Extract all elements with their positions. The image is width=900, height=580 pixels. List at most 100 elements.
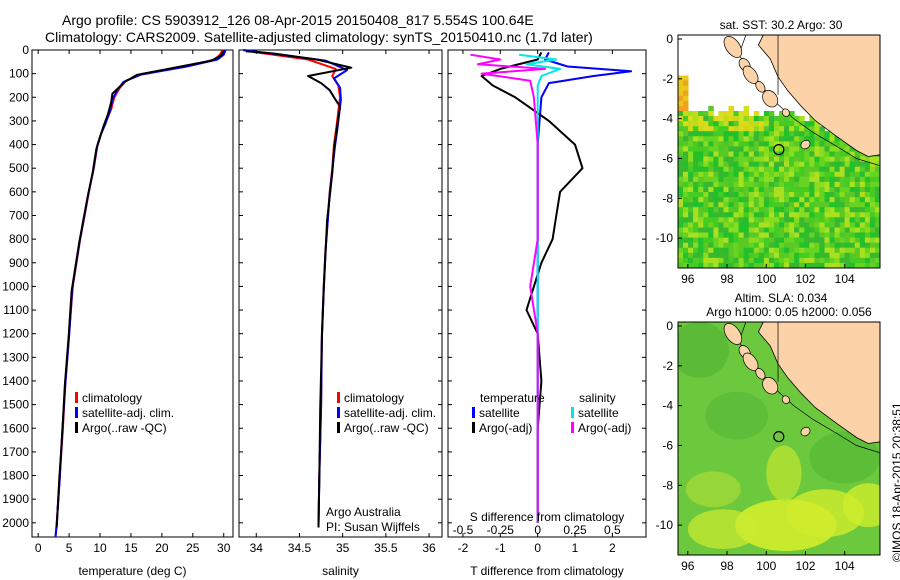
sst-cell: [869, 171, 876, 178]
sst-cell: [779, 136, 785, 142]
sst-cell: [713, 116, 719, 122]
sst-cell: [713, 176, 719, 183]
sst-cell: [859, 237, 866, 244]
sst-cell: [779, 126, 785, 132]
y-tick-label: 1200: [2, 327, 29, 341]
sst-cell: [768, 247, 775, 254]
sst-cell: [708, 217, 714, 223]
x-tick-label-top: 0.25: [563, 523, 587, 537]
island: [755, 368, 766, 380]
sst-cell: [713, 141, 719, 147]
sst-cell: [875, 192, 880, 198]
sst-cell: [768, 116, 775, 122]
x-tick-label-top: -0.5: [453, 523, 474, 537]
sst-cell: [683, 247, 689, 254]
sst-cell: [824, 187, 830, 193]
sst-cell: [728, 252, 734, 259]
legend-item-climatology: climatology: [75, 391, 174, 406]
sst-cell: [758, 202, 765, 208]
sst-cell: [703, 131, 709, 137]
sst-cell: [763, 116, 770, 122]
sst-cell: [824, 262, 830, 268]
sst-cell: [733, 146, 739, 152]
sst-cell: [849, 151, 856, 157]
sst-cell: [794, 247, 800, 254]
sst-cell: [688, 131, 694, 137]
sst-cell: [758, 247, 765, 254]
sst-cell: [789, 121, 795, 127]
sst-cell: [875, 156, 880, 163]
sst-cell: [869, 217, 876, 223]
sst-cell: [738, 202, 745, 208]
sst-cell: [708, 171, 714, 178]
sst-cell: [834, 161, 840, 168]
sst-cell: [743, 257, 750, 264]
sst-cell: [703, 156, 709, 163]
sst-cell: [763, 202, 770, 208]
sst-cell: [763, 131, 770, 137]
sst-cell: [713, 202, 719, 208]
sst-cell: [748, 207, 755, 213]
sst-cell: [693, 227, 699, 233]
sst-cell: [758, 257, 765, 264]
x-tick-label: 102: [795, 272, 815, 286]
sst-cell: [693, 146, 699, 152]
sst-cell: [753, 116, 760, 122]
sst-cell: [824, 131, 830, 137]
sst-cell: [834, 136, 840, 142]
sst-cell: [698, 192, 704, 198]
sst-cell: [859, 197, 866, 203]
sst-cell: [703, 262, 709, 268]
sst-cell: [834, 156, 840, 163]
sst-cell: [753, 156, 760, 163]
sst-cell: [854, 237, 861, 244]
sst-cell: [864, 207, 871, 213]
sst-cell: [753, 151, 760, 157]
sst-cell: [844, 161, 851, 168]
sst-cell: [784, 131, 790, 137]
sst-cell: [789, 161, 795, 168]
argo-float-marker: [773, 430, 785, 443]
sst-cell: [804, 237, 810, 244]
sst-cell: [733, 227, 739, 233]
sst-cell: [809, 116, 815, 122]
sst-cell: [693, 207, 699, 213]
sst-cell: [733, 217, 739, 223]
map-title: Altim. SLA: 0.034: [735, 291, 828, 305]
sst-cell: [713, 232, 719, 238]
sst-cell: [738, 217, 745, 223]
legend-title-salinity: salinity: [579, 391, 616, 405]
legend-item-satellite: satellite-adj. clim.: [75, 406, 174, 421]
sst-cell: [834, 237, 840, 244]
sst-cell: [819, 166, 825, 173]
sst-cell: [784, 161, 790, 168]
sst-cell: [789, 197, 795, 203]
sst-cell: [728, 171, 734, 178]
sst-cell: [683, 141, 689, 147]
sst-cell: [814, 242, 820, 249]
y-tick-label: 0: [22, 43, 29, 57]
x-tick-label: 0: [534, 541, 541, 555]
sst-cell: [819, 232, 825, 238]
sst-cell: [683, 126, 689, 132]
sst-cell: [713, 181, 719, 188]
sst-cell: [869, 187, 876, 193]
sst-cell: [814, 166, 820, 173]
sst-cell: [753, 222, 760, 228]
sst-cell: [794, 257, 800, 264]
map-subtitle: Argo h1000: 0.05 h2000: 0.056: [706, 305, 872, 319]
plot-frame: [238, 49, 443, 538]
sst-cell: [713, 247, 719, 254]
sst-cell: [738, 126, 745, 132]
sst-cell: [763, 247, 770, 254]
sst-cell: [774, 217, 780, 223]
sst-cell: [738, 222, 745, 228]
sst-cell: [733, 192, 739, 198]
sst-cell: [723, 171, 729, 178]
sst-cell: [768, 227, 775, 233]
sst-cell: [688, 141, 694, 147]
map-title: sat. SST: 30.2 Argo: 30: [720, 18, 843, 32]
sst-cell: [779, 262, 785, 268]
sst-cell: [875, 181, 880, 188]
sst-cell: [718, 262, 724, 268]
